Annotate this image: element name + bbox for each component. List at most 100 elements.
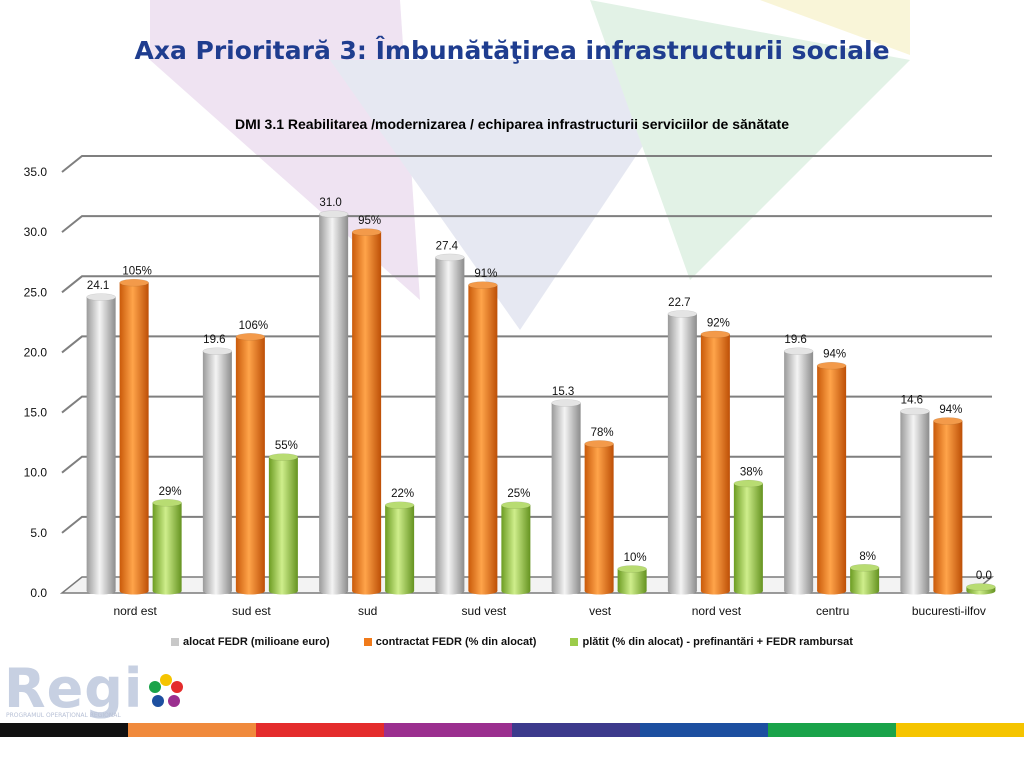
x-tick-label: bucuresti-ilfov	[912, 604, 986, 618]
y-tick-label: 30.0	[24, 225, 48, 239]
bar-cap	[235, 333, 266, 341]
y-tick-label: 10.0	[24, 466, 48, 480]
gridline	[61, 335, 992, 354]
y-tick-label: 15.0	[24, 406, 48, 420]
bar-cap	[700, 330, 731, 339]
legend-swatch-platit	[570, 638, 579, 646]
bar	[202, 351, 232, 591]
bar	[352, 232, 382, 591]
x-tick-label: sud	[358, 604, 377, 618]
bar	[733, 483, 763, 591]
y-tick-label: 5.0	[30, 526, 47, 540]
data-label: 95%	[358, 215, 381, 227]
bar-base	[784, 587, 814, 595]
legend-label-alocat: alocat FEDR (milioane euro)	[183, 636, 330, 648]
data-label: 10%	[624, 552, 647, 564]
x-tick-label: vest	[589, 604, 612, 618]
bar-cap	[551, 399, 581, 407]
bar-cap	[318, 210, 349, 218]
bar-base	[86, 587, 116, 595]
x-tick-label: centru	[816, 604, 849, 618]
y-tick-label: 25.0	[24, 285, 48, 299]
data-label: 19.6	[203, 334, 225, 346]
bar-cap	[900, 407, 930, 416]
logo-subtitle: PROGRAMUL OPERAȚIONAL REGIONAL	[6, 712, 121, 719]
legend-item-platit: plătit (% din alocat) - prefinantări + F…	[570, 636, 853, 648]
bar-base	[385, 587, 415, 595]
bar	[435, 257, 465, 591]
data-label: 105%	[122, 266, 151, 278]
bar-base	[667, 587, 697, 595]
data-label: 27.4	[436, 240, 459, 252]
bar	[501, 505, 531, 591]
bar-base	[933, 587, 963, 595]
bar-cap	[468, 281, 498, 289]
data-label: 78%	[591, 427, 614, 439]
logo-flower-icon	[149, 674, 183, 707]
bar-base	[235, 587, 265, 595]
bar-base	[700, 587, 730, 595]
bar-base	[817, 587, 847, 595]
chart-legend: alocat FEDR (milioane euro) contractat F…	[0, 636, 1024, 648]
footer-color-segment	[640, 723, 768, 737]
x-tick-label: nord est	[113, 604, 157, 618]
data-label: 15.3	[552, 386, 574, 398]
bar	[667, 313, 697, 591]
bar	[817, 365, 847, 591]
footer-color-segment	[0, 723, 128, 737]
gridline	[61, 275, 992, 294]
data-label: 55%	[275, 440, 298, 452]
bar-base	[733, 587, 763, 595]
bar	[468, 285, 498, 591]
y-tick-label: 20.0	[24, 345, 48, 359]
footer-color-segment	[512, 723, 640, 737]
bar-base	[584, 587, 614, 595]
logo-text: Regi	[4, 657, 144, 720]
data-label: 24.1	[87, 280, 109, 292]
bar-base	[152, 587, 182, 595]
bar	[551, 402, 581, 591]
data-label: 94%	[939, 404, 962, 416]
bar-base	[119, 587, 149, 595]
bar-base	[900, 587, 930, 595]
bar-cap	[86, 293, 116, 301]
chart-title: DMI 3.1 Reabilitarea /modernizarea / ech…	[235, 116, 789, 132]
bg-shape-yellow	[760, 0, 910, 55]
legend-label-platit: plătit (% din alocat) - prefinantări + F…	[582, 636, 853, 648]
bar	[617, 568, 647, 591]
bg-shape-green	[590, 0, 910, 280]
data-label: 91%	[474, 268, 497, 280]
data-label: 14.6	[901, 394, 923, 406]
footer-color-segment	[896, 723, 1024, 737]
bar-base	[501, 587, 531, 595]
data-label: 31.0	[319, 197, 341, 209]
gridline	[61, 395, 992, 414]
y-tick-label: 35.0	[24, 165, 48, 179]
data-label: 0.0	[976, 570, 992, 582]
slide-title: Axa Prioritară 3: Îmbunătăţirea infrastr…	[134, 36, 890, 65]
bar	[700, 334, 730, 591]
bar-cap	[966, 583, 996, 591]
gridline	[61, 155, 992, 173]
bar-cap	[119, 278, 149, 287]
bar	[900, 411, 930, 591]
footer-color-segment	[128, 723, 256, 737]
bar	[850, 567, 880, 591]
data-label: 25%	[507, 488, 530, 500]
x-tick-label: nord vest	[692, 604, 742, 618]
data-label: 92%	[707, 317, 730, 329]
bar	[784, 351, 814, 591]
y-tick-label: 0.0	[30, 586, 47, 600]
bar	[933, 421, 963, 591]
bar-base	[468, 587, 498, 595]
legend-label-contractat: contractat FEDR (% din alocat)	[375, 636, 537, 648]
footer-color-segment	[256, 723, 384, 737]
legend-item-alocat: alocat FEDR (milioane euro)	[171, 636, 330, 648]
bar-cap	[733, 479, 764, 488]
bar-base	[435, 587, 465, 595]
bar-cap	[152, 499, 182, 507]
bg-shape-blue	[330, 60, 700, 330]
bar	[584, 443, 614, 591]
bar	[86, 297, 116, 591]
